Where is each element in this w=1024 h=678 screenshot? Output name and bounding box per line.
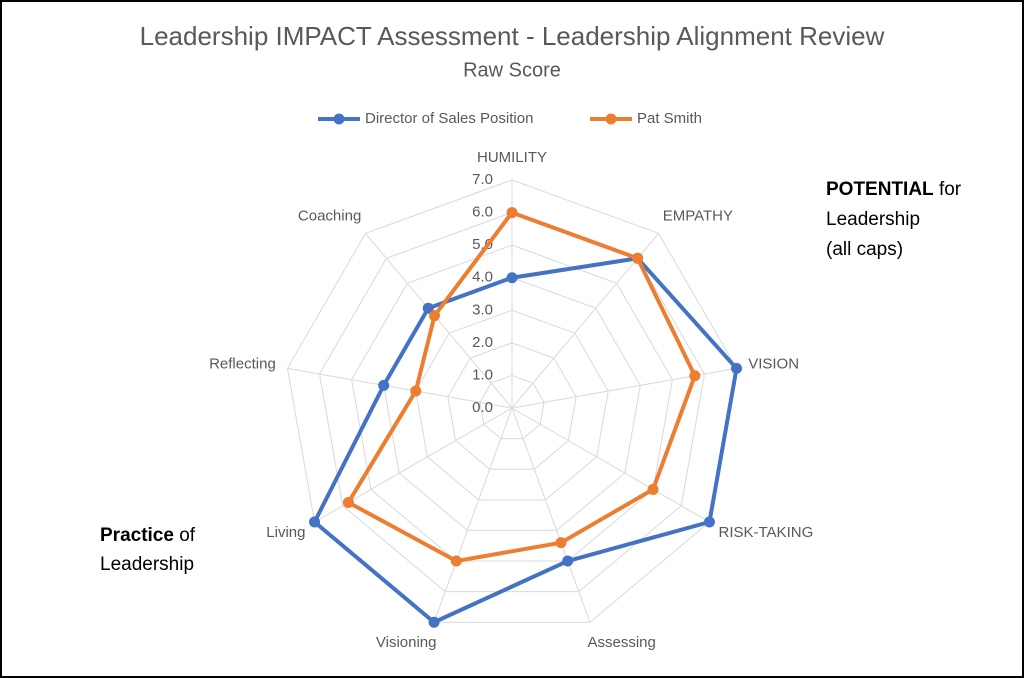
category-label: Living xyxy=(266,524,305,541)
r-tick-label: 4.0 xyxy=(472,269,493,286)
annotation-line: Leadership xyxy=(100,554,194,575)
grid-ring xyxy=(286,179,738,623)
r-tick-label: 1.0 xyxy=(472,366,493,383)
data-point xyxy=(689,370,701,382)
data-point xyxy=(562,555,574,567)
spoke xyxy=(511,407,710,523)
data-point xyxy=(378,379,390,391)
r-tick-label: 3.0 xyxy=(472,301,493,318)
data-point xyxy=(506,207,518,219)
spoke xyxy=(511,407,591,623)
category-label: Visioning xyxy=(376,634,437,651)
annotation-bold: POTENTIAL xyxy=(826,179,934,200)
data-point xyxy=(506,272,518,284)
series-line xyxy=(346,210,697,564)
category-label: VISION xyxy=(748,356,799,373)
spoke xyxy=(287,367,513,409)
data-point xyxy=(429,310,441,322)
data-point xyxy=(309,516,321,528)
data-point xyxy=(647,483,659,495)
data-point xyxy=(422,302,434,314)
spoke xyxy=(433,407,513,623)
data-point xyxy=(450,555,462,567)
data-point xyxy=(410,385,422,397)
r-tick-label: 0.0 xyxy=(472,399,493,416)
data-point xyxy=(632,252,644,264)
category-label: Coaching xyxy=(298,207,361,224)
category-label: EMPATHY xyxy=(663,207,733,224)
data-point xyxy=(555,537,567,549)
r-tick-label: 6.0 xyxy=(472,204,493,221)
chart-subtitle: Raw Score xyxy=(463,59,561,81)
grid-ring xyxy=(447,342,577,470)
annotation-line: (all caps) xyxy=(826,239,903,260)
category-label: Reflecting xyxy=(209,356,276,373)
grid-ring xyxy=(415,309,609,501)
grid-ring xyxy=(351,244,673,562)
category-label: RISK-TAKING xyxy=(719,524,814,541)
series-line xyxy=(312,256,739,625)
grid-ring xyxy=(479,374,545,440)
legend-label: Pat Smith xyxy=(637,110,702,127)
legend-label: Director of Sales Position xyxy=(365,110,533,127)
grid-ring xyxy=(319,212,705,593)
annotation: POTENTIAL for xyxy=(826,179,962,200)
legend-marker xyxy=(605,113,617,125)
chart-title: Leadership IMPACT Assessment - Leadershi… xyxy=(140,21,885,51)
legend-marker xyxy=(333,113,345,125)
r-tick-label: 5.0 xyxy=(472,236,493,253)
category-label: HUMILITY xyxy=(477,149,547,166)
r-tick-label: 7.0 xyxy=(472,171,493,188)
r-tick-label: 2.0 xyxy=(472,334,493,351)
annotation-line: Leadership xyxy=(826,209,920,230)
annotation: Practice of xyxy=(100,525,196,546)
category-label: Assessing xyxy=(588,634,656,651)
data-point xyxy=(342,496,354,508)
data-point xyxy=(703,516,715,528)
data-point xyxy=(731,362,743,374)
annotation-text: of xyxy=(179,525,196,546)
data-point xyxy=(428,616,440,628)
annotation-bold: Practice xyxy=(100,525,174,546)
spoke xyxy=(365,233,513,409)
annotation-text: for xyxy=(939,179,962,200)
